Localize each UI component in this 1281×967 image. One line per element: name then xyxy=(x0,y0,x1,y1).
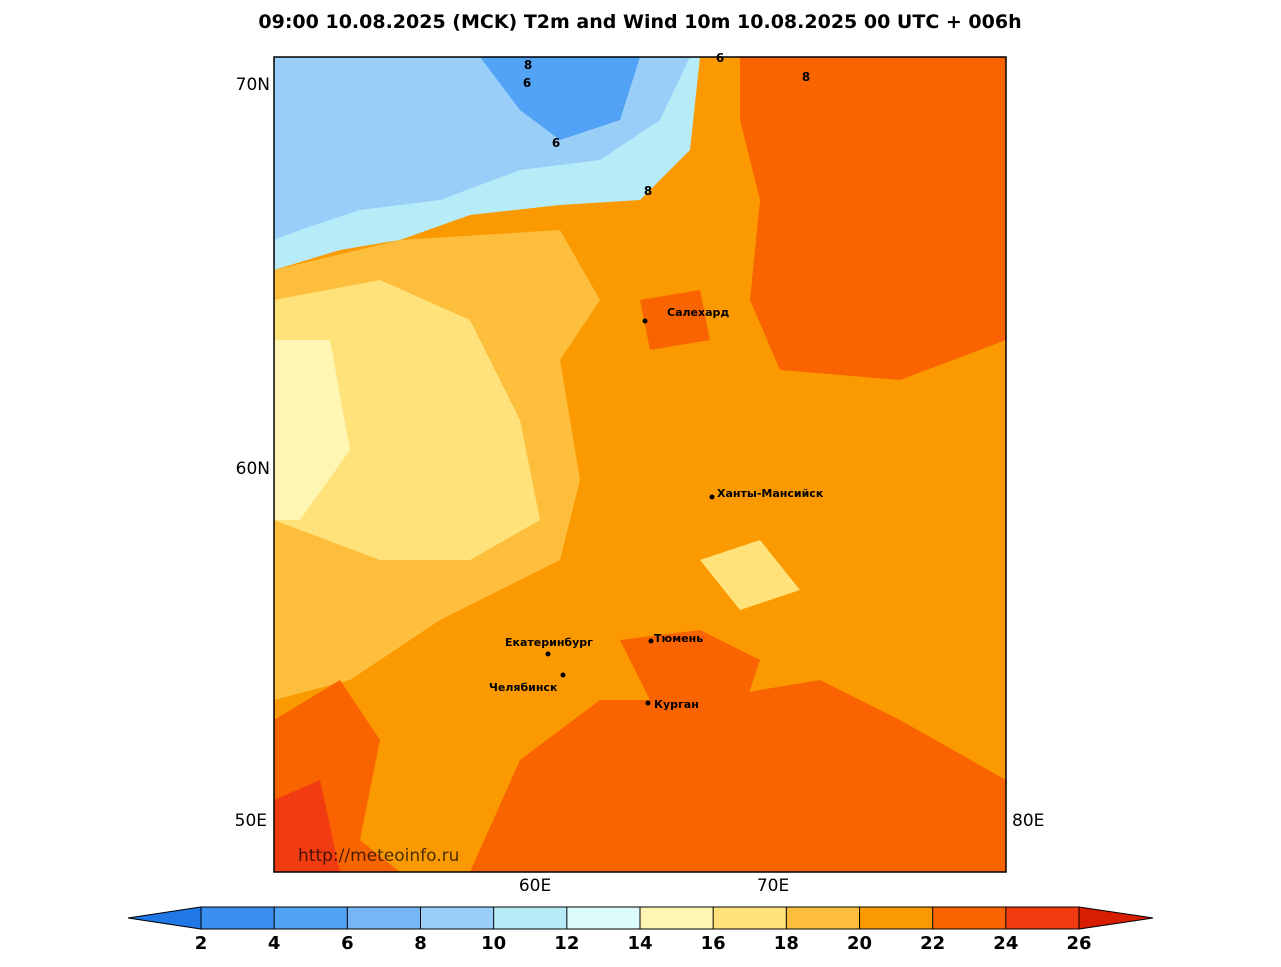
cold-area xyxy=(480,57,640,140)
colorbar-tick-label: 20 xyxy=(847,933,872,954)
colorbar-segment xyxy=(713,907,787,929)
colorbar-segment xyxy=(201,907,275,929)
colorbar-segment xyxy=(274,907,348,929)
colorbar-tick-label: 2 xyxy=(195,933,208,954)
city-dot xyxy=(545,651,551,657)
colorbar-segment xyxy=(493,907,567,929)
watermark: http://meteoinfo.ru xyxy=(298,846,459,866)
lon-label: 50E xyxy=(235,811,267,831)
colorbar-extension xyxy=(127,906,202,930)
city-dot xyxy=(560,672,566,678)
lat-label: 70N xyxy=(236,75,270,95)
colorbar-segment xyxy=(640,907,714,929)
warm-area xyxy=(274,340,350,520)
colorbar-segment xyxy=(1005,907,1079,929)
warm-area xyxy=(700,540,800,610)
cities: Салехард Ханты-Мансийск Екатеринбург Тюм… xyxy=(489,306,824,711)
colorbar-tick-label: 18 xyxy=(774,933,799,954)
contour-label: 6 xyxy=(523,76,531,90)
lon-label: 70E xyxy=(757,876,789,896)
colorbar-tick-label: 26 xyxy=(1066,933,1091,954)
city-dot xyxy=(709,494,715,500)
colorbar-tick-label: 4 xyxy=(268,933,281,954)
colorbar-segment xyxy=(932,907,1006,929)
colorbar-extension xyxy=(1078,906,1154,930)
hot-area xyxy=(640,290,710,350)
contour-label: 8 xyxy=(644,184,652,198)
contour-label: 6 xyxy=(552,136,560,150)
colorbar-tick-label: 16 xyxy=(701,933,726,954)
colorbar-tick-label: 24 xyxy=(993,933,1018,954)
contour-label: 6 xyxy=(716,51,724,65)
colorbar-segment xyxy=(566,907,640,929)
city-dot xyxy=(648,638,654,644)
colorbar-segment xyxy=(786,907,860,929)
city-label: Салехард xyxy=(667,306,729,319)
colorbar-segment xyxy=(420,907,494,929)
city-dot xyxy=(642,318,648,324)
lat-label: 60N xyxy=(236,459,270,479)
city-dot xyxy=(645,700,651,706)
map-area xyxy=(274,57,1006,872)
colorbar-tick-label: 14 xyxy=(627,933,652,954)
title: 09:00 10.08.2025 (MCK) T2m and Wind 10m … xyxy=(258,11,1021,33)
city-label: Челябинск xyxy=(489,681,558,694)
lon-label: 80E xyxy=(1012,811,1044,831)
hot-area xyxy=(740,57,1006,380)
lon-label: 60E xyxy=(519,876,551,896)
colorbar-segment xyxy=(347,907,421,929)
colorbar: 2 4 6 8 10 12 14 16 18 20 22 24 26 xyxy=(127,906,1154,954)
warm-area xyxy=(274,280,540,560)
colorbar-tick-label: 8 xyxy=(414,933,427,954)
colorbar-tick-label: 6 xyxy=(341,933,354,954)
city-label: Тюмень xyxy=(654,632,703,645)
contour-label: 8 xyxy=(524,58,532,72)
city-label: Екатеринбург xyxy=(505,636,593,649)
hot-area xyxy=(620,630,760,720)
colorbar-tick-label: 12 xyxy=(554,933,579,954)
colorbar-tick-label: 10 xyxy=(481,933,506,954)
map-frame xyxy=(273,56,1007,873)
colorbar-segment xyxy=(859,907,933,929)
hot-area xyxy=(470,680,1006,872)
colorbar-tick-label: 22 xyxy=(920,933,945,954)
city-label: Курган xyxy=(654,698,699,711)
hot-area xyxy=(274,780,340,872)
contour-label: 8 xyxy=(802,70,810,84)
city-label: Ханты-Мансийск xyxy=(717,487,824,500)
